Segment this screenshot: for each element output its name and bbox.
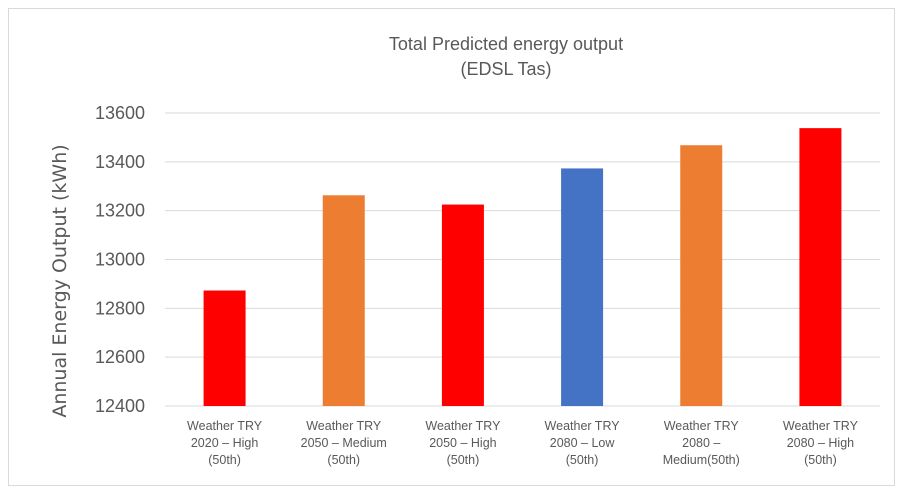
x-tick-label: (50th) xyxy=(447,453,480,467)
x-tick-label: Weather TRY xyxy=(306,419,382,433)
x-tick-label: 2080 – Low xyxy=(550,436,616,450)
x-tick-label: (50th) xyxy=(327,453,360,467)
x-tick-label: 2050 – Medium xyxy=(301,436,387,450)
y-axis-label: Annual Energy Output (kWh) xyxy=(49,144,71,417)
x-tick-label: (50th) xyxy=(804,453,837,467)
bar-4 xyxy=(561,168,604,406)
y-tick-label: 13400 xyxy=(95,152,145,172)
chart-title-line-2: (EDSL Tas) xyxy=(460,59,551,79)
y-tick-label: 13000 xyxy=(95,250,145,270)
x-tick-label: Weather TRY xyxy=(664,419,740,433)
x-tick-label: Weather TRY xyxy=(425,419,501,433)
bars xyxy=(203,128,842,407)
x-tick-label: Weather TRY xyxy=(545,419,621,433)
bar-1 xyxy=(203,290,246,406)
y-gridlines xyxy=(165,112,880,407)
chart-title: Total Predicted energy output (EDSL Tas) xyxy=(389,34,623,79)
x-tick-label: 2080 – xyxy=(682,436,720,450)
x-tick-label: Medium(50th) xyxy=(663,453,740,467)
bar-3 xyxy=(441,204,484,406)
x-tick-label: (50th) xyxy=(566,453,599,467)
y-axis-ticks: 12400 12600 12800 13000 13200 13400 13600 xyxy=(95,103,145,416)
y-tick-label: 12800 xyxy=(95,298,145,318)
y-tick-label: 13600 xyxy=(95,103,145,123)
bar-6 xyxy=(799,128,842,406)
x-tick-label: 2020 – High xyxy=(191,436,258,450)
x-axis-ticks: Weather TRY 2020 – High (50th) Weather TRY 2… xyxy=(187,419,859,467)
x-tick-label: 2080 – High xyxy=(787,436,854,450)
y-tick-label: 13200 xyxy=(95,201,145,221)
y-tick-label: 12600 xyxy=(95,347,145,367)
bar-2 xyxy=(322,195,365,406)
x-tick-label: (50th) xyxy=(208,453,241,467)
bar-5 xyxy=(680,145,723,407)
x-tick-label: 2050 – High xyxy=(429,436,496,450)
y-tick-label: 12400 xyxy=(95,396,145,416)
x-tick-label: Weather TRY xyxy=(187,419,263,433)
chart-title-line-1: Total Predicted energy output xyxy=(389,34,623,54)
x-tick-label: Weather TRY xyxy=(783,419,859,433)
